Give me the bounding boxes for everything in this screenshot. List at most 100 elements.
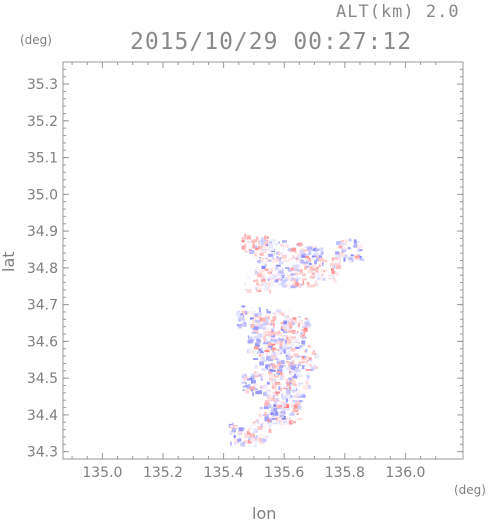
data-cell: [234, 438, 239, 443]
data-cell: [268, 329, 270, 333]
data-cell: [291, 410, 296, 413]
data-cell: [281, 256, 287, 259]
y-tick-label: 34.3: [27, 445, 58, 461]
data-cell: [262, 326, 266, 330]
data-cell: [293, 395, 296, 398]
data-cell: [283, 334, 287, 338]
data-cell: [287, 320, 290, 323]
data-cell: [263, 392, 267, 396]
data-cell: [302, 273, 306, 277]
data-cell: [292, 389, 298, 392]
data-cell: [265, 413, 271, 416]
data-cell: [296, 272, 302, 276]
data-cell: [268, 268, 274, 273]
data-cell: [261, 436, 264, 440]
data-cell: [348, 259, 352, 263]
data-cell: [229, 431, 235, 434]
data-cell: [354, 252, 358, 257]
data-cell: [265, 389, 269, 393]
data-cell: [253, 279, 258, 282]
data-cell: [280, 252, 284, 255]
data-cell: [354, 255, 360, 259]
data-cell: [335, 251, 340, 255]
data-cell: [245, 310, 248, 315]
data-cell: [257, 421, 259, 425]
data-cell: [251, 373, 255, 376]
data-cell: [242, 307, 244, 310]
data-cell: [280, 278, 284, 282]
data-cell: [305, 361, 308, 366]
data-cell: [279, 343, 283, 348]
data-cell: [290, 285, 296, 289]
data-cell: [319, 247, 324, 252]
data-cell: [305, 319, 310, 323]
data-cell: [312, 351, 315, 355]
data-cell: [298, 352, 303, 356]
data-cell: [250, 239, 253, 242]
data-cell: [293, 362, 296, 366]
data-cell: [279, 312, 284, 315]
x-axis-label: lon: [252, 504, 276, 521]
data-cell: [274, 386, 277, 391]
data-cell: [254, 343, 260, 348]
data-cell: [241, 240, 245, 243]
data-cell: [268, 244, 274, 248]
data-cell: [285, 349, 289, 353]
data-cell: [254, 313, 258, 317]
data-cell: [270, 330, 274, 333]
data-cell: [288, 308, 291, 312]
data-cell: [261, 244, 266, 248]
data-cell: [250, 308, 253, 310]
data-cell: [252, 239, 257, 243]
data-cell: [278, 338, 283, 342]
data-cell: [262, 251, 267, 254]
data-cell: [278, 313, 282, 316]
data-cell: [252, 428, 255, 432]
data-cell: [308, 366, 313, 371]
data-cell: [284, 394, 290, 398]
data-cell: [310, 366, 315, 371]
data-cell: [239, 433, 242, 436]
data-cell: [244, 440, 248, 444]
data-cell: [263, 423, 269, 427]
data-cell: [275, 348, 280, 351]
data-cell: [243, 377, 247, 381]
data-cell: [259, 268, 265, 272]
data-cell: [338, 244, 344, 249]
data-cell: [255, 248, 259, 251]
data-cell: [291, 318, 297, 321]
data-cell: [275, 379, 280, 381]
data-cell: [281, 347, 287, 352]
data-cell: [280, 273, 285, 275]
data-cell: [292, 279, 297, 284]
data-cell: [269, 373, 275, 378]
data-cell: [271, 367, 276, 371]
data-cell: [289, 373, 294, 376]
data-cell: [311, 245, 316, 248]
data-cell: [273, 407, 278, 412]
data-cell: [295, 272, 298, 276]
y-tick-label: 34.9: [27, 224, 58, 240]
data-cell: [303, 327, 308, 332]
data-cell: [267, 326, 273, 329]
data-cell: [281, 282, 286, 287]
data-cell: [253, 242, 256, 244]
data-cell: [290, 320, 293, 323]
data-cell: [267, 324, 271, 328]
data-cell: [264, 246, 270, 250]
data-cell: [263, 331, 269, 335]
data-cell: [298, 342, 300, 345]
data-cell: [266, 240, 269, 244]
data-cell: [331, 271, 336, 275]
data-cell: [261, 373, 265, 377]
data-cell: [269, 289, 272, 294]
data-cell: [304, 321, 310, 326]
data-cell: [259, 375, 263, 378]
data-cell: [253, 346, 259, 350]
data-cell: [260, 324, 266, 326]
data-cell: [259, 417, 262, 422]
data-cell: [269, 273, 275, 276]
data-cell: [305, 355, 309, 359]
data-cell: [262, 241, 268, 245]
data-cell: [281, 388, 286, 393]
